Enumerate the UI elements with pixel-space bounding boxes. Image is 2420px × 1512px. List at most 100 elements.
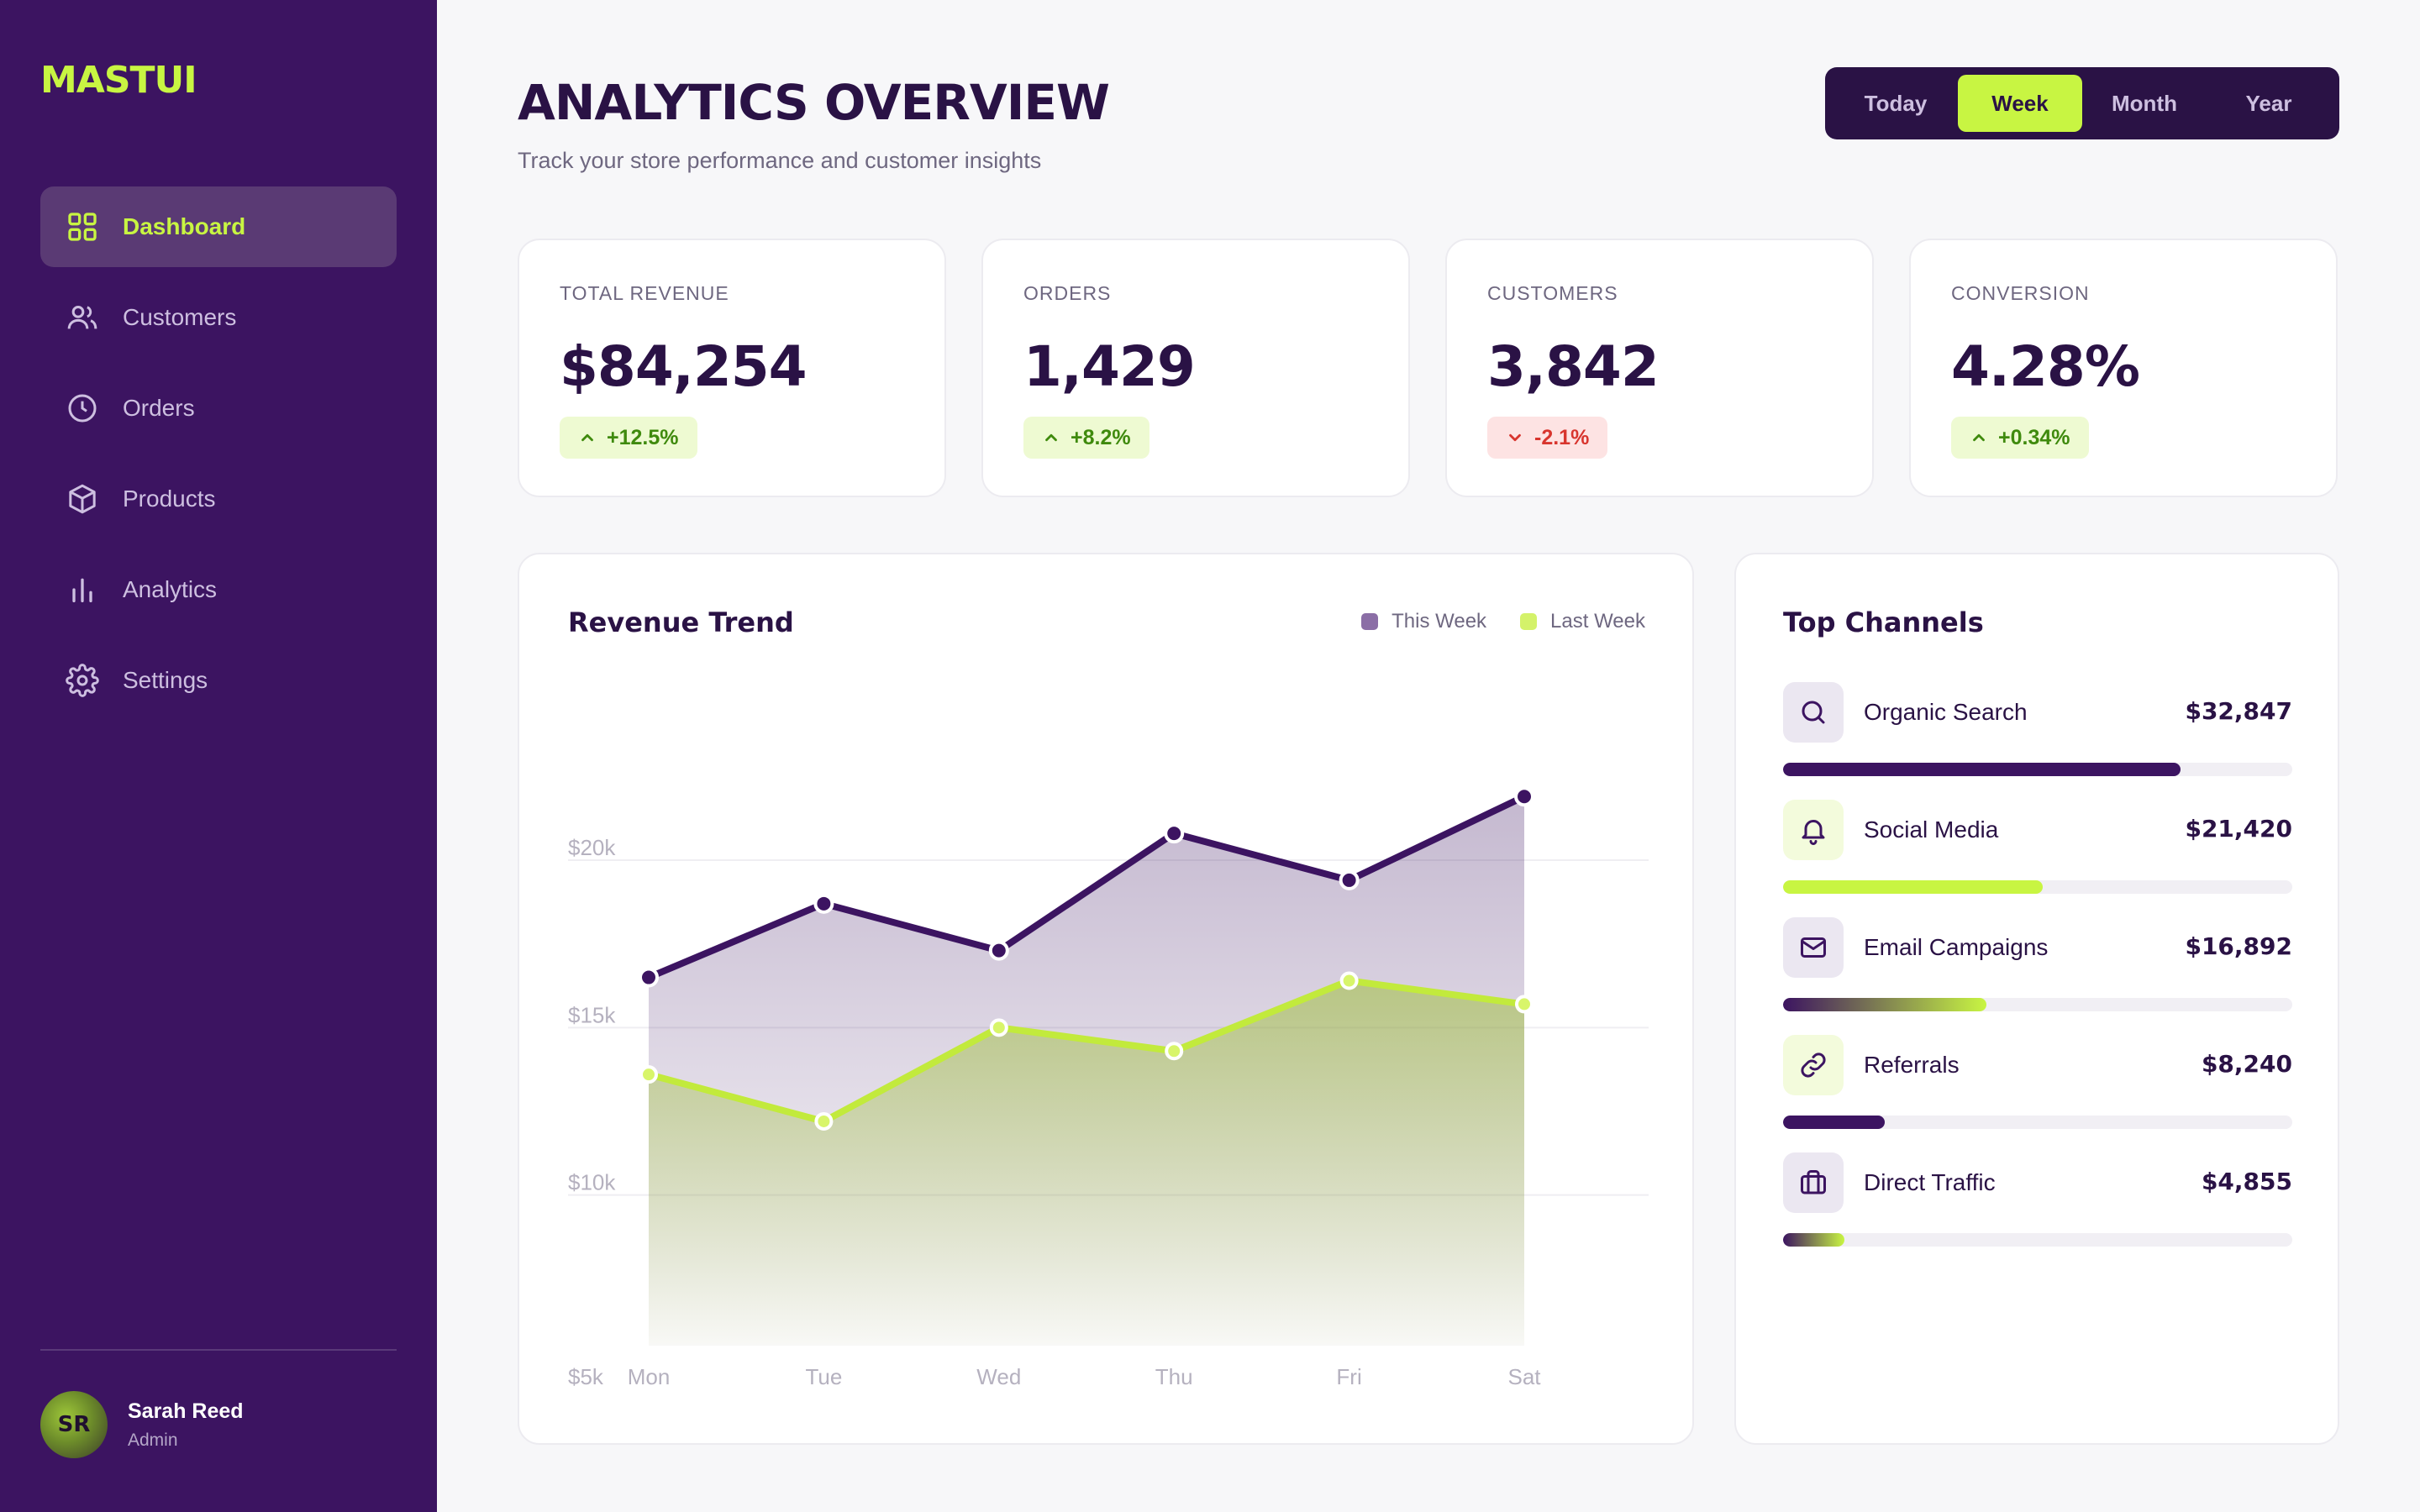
sidebar-divider — [40, 1349, 397, 1351]
stat-delta-text: +8.2% — [1071, 425, 1131, 449]
sidebar-item-label: Orders — [123, 395, 195, 421]
stat-value: $84,254 — [560, 334, 808, 399]
stat-label: TOTAL REVENUE — [560, 282, 729, 304]
stat-delta-badge: +8.2% — [1023, 417, 1150, 459]
chevron-up-icon — [1973, 433, 1985, 442]
channel-direct-traffic[interactable]: Direct Traffic $4,855 — [1783, 1152, 2292, 1253]
channel-progress-fill — [1783, 1116, 1886, 1129]
channel-value: $8,240 — [2201, 1050, 2292, 1078]
page-subtitle: Track your store performance and custome… — [518, 148, 1042, 173]
x-tick-label: Fri — [1336, 1364, 1361, 1389]
channels-title: Top Channels — [1783, 606, 1984, 638]
stat-card-revenue: TOTAL REVENUE $84,254 +12.5% — [518, 239, 946, 497]
sidebar-item-label: Products — [123, 486, 216, 512]
sidebar-item-customers[interactable]: Customers — [40, 277, 397, 358]
channel-name: Social Media — [1864, 816, 1999, 843]
data-point-last-week — [1515, 995, 1534, 1014]
data-point-this-week — [639, 967, 659, 988]
legend-item-this-week[interactable]: This Week — [1361, 610, 1486, 633]
sidebar-item-dashboard[interactable]: Dashboard — [40, 186, 397, 267]
revenue-trend-card: $5k $10k $15k $20k Mon Tue Wed Thu Fri Sat Revenu… — [518, 553, 1694, 1445]
user-role: Admin — [128, 1430, 178, 1450]
channel-progress-fill — [1783, 998, 1987, 1011]
range-today-button[interactable]: Today — [1864, 90, 1928, 116]
stat-card-conversion: CONVERSION 4.28% +0.34% — [1909, 239, 2338, 497]
x-tick-label: Sat — [1507, 1364, 1541, 1389]
mail-icon — [1783, 917, 1844, 978]
top-channels-card: Top Channels Organic Search $32,847 Soci… — [1734, 553, 2339, 1445]
stat-delta-text: +0.34% — [1998, 425, 2070, 449]
sidebar-item-orders[interactable]: Orders — [40, 368, 397, 449]
data-point-last-week — [1165, 1042, 1184, 1061]
data-point-this-week — [988, 940, 1009, 961]
channel-progress-fill — [1783, 880, 2044, 894]
channel-social-media[interactable]: Social Media $21,420 — [1783, 800, 2292, 900]
avatar: SR — [40, 1391, 108, 1458]
sidebar-item-label: Settings — [123, 667, 208, 693]
y-tick-label: $5k — [568, 1364, 604, 1389]
x-tick-label: Wed — [976, 1364, 1021, 1389]
legend-swatch — [1520, 613, 1538, 630]
y-tick-label: $10k — [568, 1170, 616, 1195]
sidebar-item-analytics[interactable]: Analytics — [40, 549, 397, 630]
channel-name: Email Campaigns — [1864, 934, 2049, 960]
sidebar: MASTUI Dashboard Customers Orders Produc… — [0, 0, 437, 1512]
chart-title: Revenue Trend — [568, 606, 794, 638]
channel-name: Organic Search — [1864, 699, 2028, 725]
sidebar-item-products[interactable]: Products — [40, 459, 397, 539]
stat-delta-badge: +12.5% — [560, 417, 697, 459]
chevron-down-icon — [1509, 433, 1521, 442]
data-point-this-week — [813, 893, 834, 914]
channel-progress-track — [1783, 998, 2292, 1011]
channel-organic-search[interactable]: Organic Search $32,847 — [1783, 682, 2292, 783]
channel-value: $21,420 — [2185, 815, 2292, 843]
range-week-button[interactable]: Week — [1958, 75, 2082, 132]
search-icon — [1783, 682, 1844, 743]
data-point-this-week — [1514, 786, 1534, 807]
stat-label: CONVERSION — [1951, 282, 2090, 304]
sidebar-item-settings[interactable]: Settings — [40, 640, 397, 721]
channel-progress-fill — [1783, 1233, 1844, 1247]
chevron-up-icon — [1045, 433, 1057, 442]
channel-progress-track — [1783, 763, 2292, 776]
bell-icon — [1783, 800, 1844, 860]
data-point-this-week — [1339, 869, 1360, 890]
grid-icon — [66, 210, 99, 244]
channel-name: Referrals — [1864, 1052, 1960, 1078]
series-line-last-week — [647, 977, 1525, 1125]
channel-value: $32,847 — [2185, 697, 2292, 725]
briefcase-icon — [1783, 1152, 1844, 1213]
channel-progress-fill — [1783, 763, 2181, 776]
sidebar-nav: Dashboard Customers Orders Products Anal… — [40, 186, 397, 731]
stat-delta-badge: +0.34% — [1951, 417, 2089, 459]
range-year-button[interactable]: Year — [2245, 90, 2292, 116]
channel-progress-track — [1783, 1233, 2292, 1247]
y-tick-label: $15k — [568, 1002, 616, 1027]
legend-item-last-week[interactable]: Last Week — [1520, 610, 1645, 633]
x-tick-label: Mon — [628, 1364, 671, 1389]
brand-logo: MASTUI — [40, 59, 197, 102]
channel-email-campaigns[interactable]: Email Campaigns $16,892 — [1783, 917, 2292, 1018]
stat-card-orders: ORDERS 1,429 +8.2% — [981, 239, 1410, 497]
user-profile[interactable]: SR Sarah Reed Admin — [40, 1391, 244, 1458]
users-icon — [66, 301, 99, 334]
y-tick-label: $20k — [568, 835, 616, 860]
series-area-last-week — [649, 980, 1524, 1346]
range-month-button[interactable]: Month — [2112, 90, 2177, 116]
data-point-last-week — [989, 1018, 1008, 1037]
channel-referrals[interactable]: Referrals $8,240 — [1783, 1035, 2292, 1136]
date-range-selector: Today Week Month Year — [1825, 67, 2339, 139]
bar-chart-icon — [66, 573, 99, 606]
channel-name: Direct Traffic — [1864, 1169, 1996, 1195]
stat-delta-badge: -2.1% — [1487, 417, 1608, 459]
data-point-last-week — [639, 1065, 658, 1084]
data-point-this-week — [1164, 823, 1185, 844]
chart-legend: This Week Last Week — [1328, 610, 1645, 633]
legend-label: This Week — [1392, 610, 1487, 633]
legend-label: Last Week — [1550, 610, 1645, 633]
sidebar-item-label: Customers — [123, 304, 237, 330]
sidebar-item-label: Analytics — [123, 576, 218, 602]
stat-value: 3,842 — [1487, 334, 1660, 399]
channel-value: $16,892 — [2185, 932, 2292, 960]
stat-value: 4.28% — [1951, 334, 2140, 399]
